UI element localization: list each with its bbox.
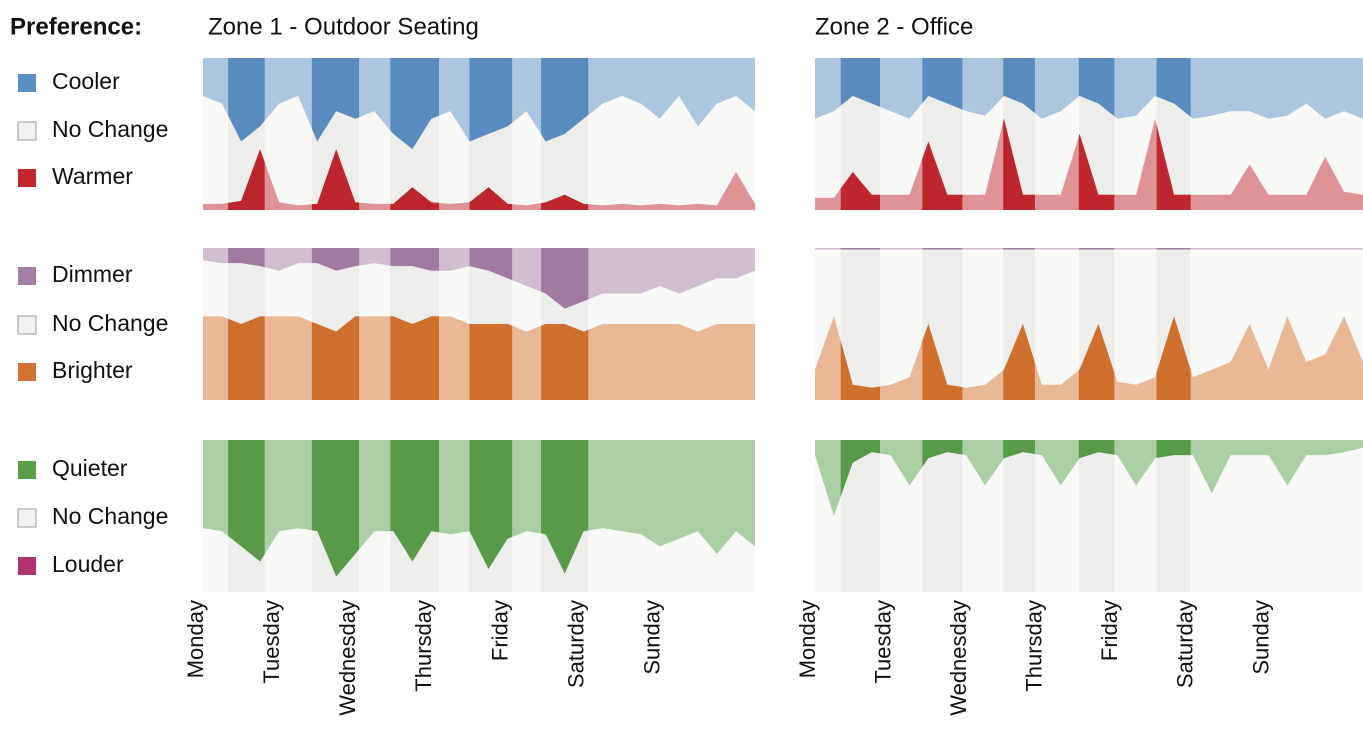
legend-swatch: [17, 315, 37, 335]
occupied-band: [1003, 440, 1035, 592]
occupied-band: [841, 248, 880, 400]
legend-swatch: [18, 557, 36, 575]
legend-label: No Change: [52, 116, 168, 142]
occupied-band: [841, 440, 880, 592]
area-occupied: [228, 316, 589, 400]
x-tick-label: Thursday: [411, 600, 436, 692]
area-occupied: [840, 447, 1191, 592]
occupied-band: [469, 248, 512, 400]
occupied-band: [1157, 248, 1191, 400]
legend-label: Dimmer: [52, 261, 133, 287]
legend-label: No Change: [52, 310, 168, 336]
occupied-band: [541, 248, 588, 400]
area-occupied: [840, 118, 1191, 210]
legend-label: Louder: [52, 551, 124, 577]
legend-label: Warmer: [52, 163, 133, 189]
area-occupied: [840, 96, 1191, 198]
x-tick-label: Monday: [183, 600, 208, 678]
legend-swatch: [18, 363, 36, 381]
legend-swatch: [17, 121, 37, 141]
occupied-band: [228, 440, 265, 592]
occupied-band: [922, 58, 962, 210]
occupied-band: [312, 440, 359, 592]
area-occupied: [840, 316, 1191, 400]
occupied-band: [1003, 248, 1035, 400]
area-occupied: [228, 96, 589, 206]
area-occupied: [840, 248, 1191, 250]
occupied-band: [1003, 58, 1035, 210]
x-tick-label: Sunday: [1248, 600, 1273, 675]
legend-swatch: [18, 461, 36, 479]
occupied-band: [1079, 440, 1115, 592]
x-tick-label: Tuesday: [870, 600, 895, 684]
occupied-band: [390, 58, 439, 210]
occupied-band: [1079, 248, 1115, 400]
zone-title: Zone 1 - Outdoor Seating: [208, 13, 479, 40]
legend-label: Quieter: [52, 455, 128, 481]
area-occupied: [840, 58, 1191, 119]
x-tick-label: Monday: [795, 600, 820, 678]
occupied-band: [228, 248, 265, 400]
occupied-band: [541, 58, 588, 210]
occupied-band: [312, 248, 359, 400]
x-tick-label: Sunday: [640, 600, 665, 675]
x-tick-label: Wednesday: [946, 600, 971, 716]
occupied-band: [390, 440, 439, 592]
x-tick-label: Tuesday: [259, 600, 284, 684]
x-tick-label: Saturday: [564, 600, 589, 688]
area-occupied: [840, 249, 1191, 388]
zone-title: Zone 2 - Office: [815, 13, 973, 40]
legend-swatch: [17, 508, 37, 528]
area-occupied: [228, 440, 589, 577]
area-occupied: [228, 260, 589, 332]
occupied-band: [469, 58, 512, 210]
legend-swatch: [18, 74, 36, 92]
x-tick-label: Friday: [1097, 600, 1122, 661]
area: [815, 440, 1363, 516]
legend-label: Brighter: [52, 357, 133, 383]
occupied-band: [469, 440, 512, 592]
legend-label: No Change: [52, 503, 168, 529]
occupied-band: [922, 248, 962, 400]
occupied-band: [922, 440, 962, 592]
occupied-band: [541, 440, 588, 592]
area-occupied: [228, 248, 589, 309]
x-tick-label: Saturday: [1173, 600, 1198, 688]
area-occupied: [228, 528, 589, 592]
area-occupied: [228, 149, 589, 210]
x-tick-label: Friday: [487, 600, 512, 661]
occupied-band: [841, 58, 880, 210]
x-tick-label: Wednesday: [335, 600, 360, 716]
x-tick-label: Thursday: [1022, 600, 1047, 692]
occupied-band: [312, 58, 359, 210]
occupied-band: [1157, 440, 1191, 592]
legend-label: Cooler: [52, 68, 120, 94]
occupied-band: [1157, 58, 1191, 210]
occupied-band: [1079, 58, 1115, 210]
legend-title: Preference:: [10, 13, 142, 40]
occupied-band: [228, 58, 265, 210]
legend-swatch: [18, 169, 36, 187]
legend-swatch: [18, 267, 36, 285]
occupied-band: [390, 248, 439, 400]
area-occupied: [228, 58, 589, 150]
